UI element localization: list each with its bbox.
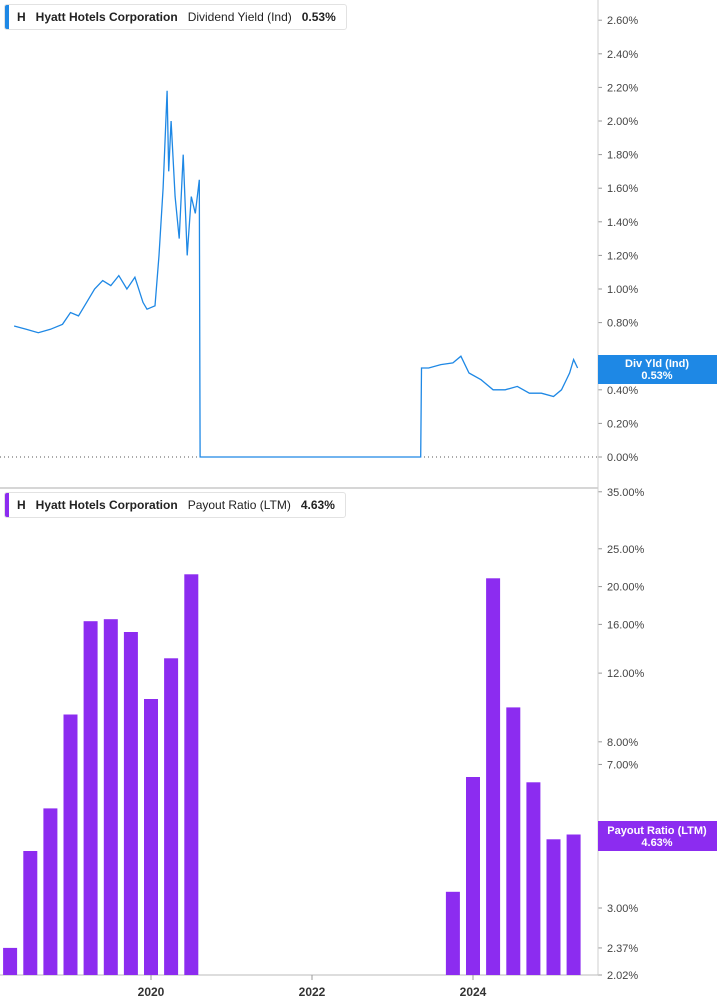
y-tick-label: 1.80% (607, 150, 638, 162)
x-tick-label: 2022 (299, 985, 326, 999)
y-tick-label: 2.00% (607, 116, 638, 128)
y-tick-label: 16.00% (607, 619, 645, 631)
payout-bar[interactable] (445, 891, 460, 975)
y-tick-label: 0.20% (607, 418, 638, 430)
y-tick-label: 2.02% (607, 970, 638, 982)
payout-ratio-value-tag: Payout Ratio (LTM) 4.63% (598, 821, 717, 851)
legend-color-swatch (5, 493, 9, 517)
payout-bar[interactable] (526, 782, 541, 975)
y-tick-label: 0.40% (607, 385, 638, 397)
payout-bar[interactable] (144, 699, 158, 975)
payout-bar[interactable] (43, 808, 58, 975)
legend-metric: Dividend Yield (Ind) (187, 10, 292, 24)
y-tick-label: 35.00% (607, 487, 645, 499)
payout-bar[interactable] (83, 621, 98, 975)
y-tick-label: 8.00% (607, 737, 638, 749)
y-tick-label: 2.37% (607, 943, 638, 955)
payout-bar[interactable] (506, 707, 521, 975)
legend-company: Hyatt Hotels Corporation (35, 498, 178, 512)
legend-value: 4.63% (300, 498, 335, 512)
y-tick-label: 2.60% (607, 15, 638, 27)
legend-value: 0.53% (301, 10, 336, 24)
y-tick-label: 1.60% (607, 183, 638, 195)
div-yld-tag-label: Div Yld (Ind) (625, 358, 689, 370)
payout-bar[interactable] (63, 714, 78, 976)
legend-symbol: H (17, 10, 26, 24)
div-yld-tag-value: 0.53% (641, 370, 672, 382)
payout-tag-label: Payout Ratio (LTM) (607, 825, 707, 837)
payout-ratio-bars (3, 574, 581, 975)
dividend-yield-legend[interactable]: H Hyatt Hotels Corporation Dividend Yiel… (4, 4, 347, 30)
y-tick-label: 0.80% (607, 318, 638, 330)
payout-tag-value: 4.63% (641, 837, 672, 849)
legend-color-swatch (5, 5, 9, 29)
payout-bar[interactable] (3, 947, 18, 975)
payout-bar[interactable] (184, 574, 199, 975)
y-tick-label: 20.00% (607, 582, 645, 594)
payout-bar[interactable] (486, 578, 501, 975)
payout-bar[interactable] (23, 851, 38, 975)
y-tick-label: 3.00% (607, 903, 638, 915)
y-tick-label: 2.40% (607, 49, 638, 61)
payout-bar[interactable] (164, 658, 179, 975)
x-axis: 2020 2022 2024 (138, 975, 487, 999)
payout-bar[interactable] (466, 777, 480, 975)
x-tick-label: 2024 (460, 985, 487, 999)
div-yld-value-tag: Div Yld (Ind) 0.53% (598, 355, 717, 384)
y-tick-label: 2.20% (607, 82, 638, 94)
x-tick-label: 2020 (138, 985, 165, 999)
payout-bar[interactable] (123, 632, 138, 975)
top-y-axis: 2.60% 2.40% 2.20% 2.00% 1.80% 1.60% 1.40% 1.20%… (598, 15, 638, 464)
payout-ratio-legend[interactable]: H Hyatt Hotels Corporation Payout Ratio … (4, 492, 346, 518)
y-tick-label: 0.00% (607, 452, 638, 464)
y-tick-label: 1.40% (607, 217, 638, 229)
y-tick-label: 1.20% (607, 250, 638, 262)
payout-bar[interactable] (566, 834, 581, 976)
y-tick-label: 7.00% (607, 759, 638, 771)
y-tick-label: 12.00% (607, 668, 645, 680)
legend-company: Hyatt Hotels Corporation (35, 10, 178, 24)
dividend-yield-line (13, 90, 579, 458)
legend-metric: Payout Ratio (LTM) (187, 498, 291, 512)
payout-bar[interactable] (546, 839, 561, 975)
bottom-y-axis: 35.00% 25.00% 20.00% 16.00% 12.00% 8.00% 7.00%… (598, 487, 645, 982)
y-tick-label: 25.00% (607, 544, 645, 556)
legend-symbol: H (17, 498, 26, 512)
y-tick-label: 1.00% (607, 284, 638, 296)
payout-bar[interactable] (103, 619, 118, 975)
